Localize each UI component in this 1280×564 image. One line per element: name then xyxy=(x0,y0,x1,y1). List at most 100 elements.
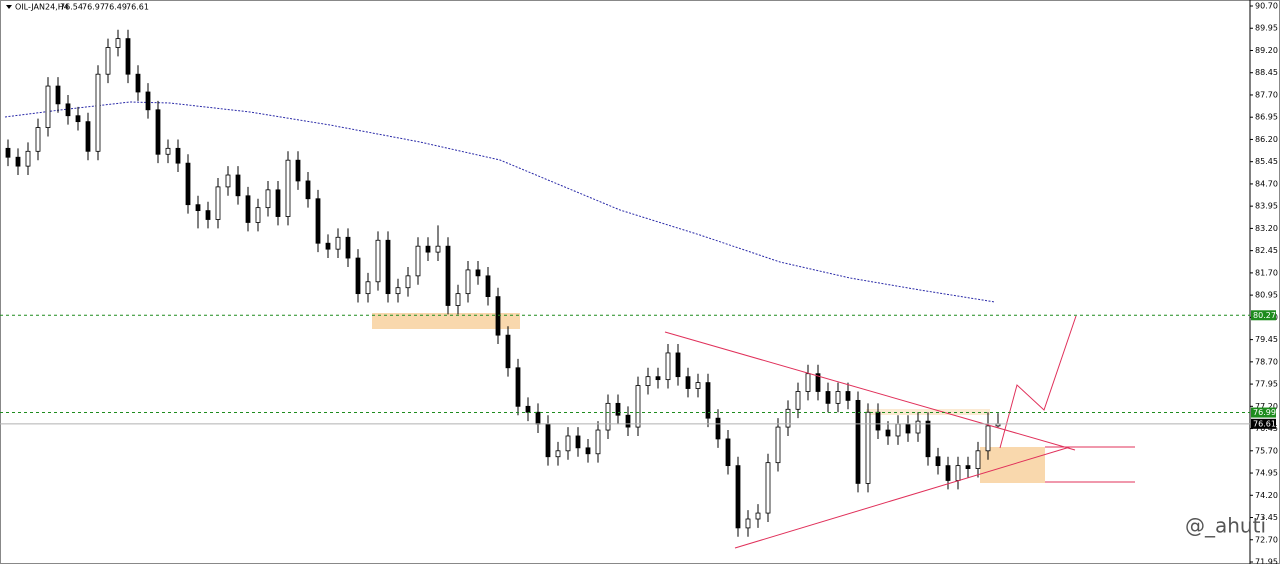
candle-body xyxy=(635,385,641,428)
candle-body xyxy=(875,411,881,431)
candle-body xyxy=(785,408,791,428)
candle-body xyxy=(165,147,171,155)
candle-body xyxy=(725,438,731,467)
candle-body xyxy=(455,293,461,306)
y-tick-label: 84.70 xyxy=(1255,179,1278,188)
candle-body xyxy=(145,91,151,111)
price-label-bg xyxy=(1251,310,1276,321)
candle-body xyxy=(475,269,481,277)
candle-body xyxy=(385,239,391,295)
candle-body xyxy=(755,512,761,520)
candle-body xyxy=(35,127,41,152)
candle-body xyxy=(895,423,901,437)
moving-average xyxy=(4,101,996,303)
candle-body xyxy=(735,465,741,529)
candle-body xyxy=(845,391,851,401)
candle-body xyxy=(935,456,941,467)
ohlc-high: 76.97 xyxy=(82,3,105,12)
y-tick-label: 78.70 xyxy=(1255,357,1278,366)
candle-body xyxy=(295,159,301,182)
ohlc-open: 76.54 xyxy=(60,3,83,12)
candle-body xyxy=(215,186,221,220)
zone xyxy=(372,313,520,329)
candle-body xyxy=(795,391,801,410)
zone xyxy=(866,409,990,415)
candle-body xyxy=(525,405,531,413)
candle-body xyxy=(225,174,231,188)
candle-body xyxy=(95,73,101,152)
candle-body xyxy=(405,275,411,289)
candle-body xyxy=(265,189,271,209)
candle-body xyxy=(565,435,571,452)
candle-body xyxy=(325,242,331,250)
candle-body xyxy=(745,518,751,529)
candle-body xyxy=(535,411,541,425)
candle-body xyxy=(675,352,681,378)
candle-body xyxy=(245,195,251,223)
candle-body xyxy=(515,367,521,407)
candle-body xyxy=(105,47,111,75)
candle-body xyxy=(345,236,351,259)
y-tick-label: 77.20 xyxy=(1255,402,1278,411)
candle-body xyxy=(285,159,291,217)
candle-body xyxy=(335,236,341,250)
y-tick-label: 88.45 xyxy=(1255,68,1278,77)
candle-body xyxy=(765,462,771,514)
candle-body xyxy=(115,38,121,48)
candle-body xyxy=(45,85,51,128)
candle-body xyxy=(695,382,701,389)
candle-body xyxy=(55,85,61,105)
ohlc-close: 76.61 xyxy=(126,3,149,12)
candle-body xyxy=(975,450,981,469)
candle-body xyxy=(125,38,131,75)
candle-body xyxy=(365,281,371,295)
candle-body xyxy=(65,103,71,117)
candle-body xyxy=(715,417,721,440)
candle-body xyxy=(915,420,921,434)
candle-body xyxy=(495,296,501,336)
y-tick-label: 87.70 xyxy=(1255,90,1278,99)
price-label: 80.27 xyxy=(1253,311,1276,320)
y-tick-label: 86.20 xyxy=(1255,135,1278,144)
candle-body xyxy=(945,465,951,481)
candle-body xyxy=(185,162,191,206)
y-tick-label: 73.45 xyxy=(1255,513,1278,522)
zone xyxy=(980,447,1045,483)
candle-body xyxy=(205,210,211,220)
y-tick-label: 90.70 xyxy=(1255,2,1278,11)
candle-body xyxy=(605,402,611,431)
candles xyxy=(5,29,1001,537)
candle-body xyxy=(255,207,261,223)
candle-body xyxy=(575,435,581,449)
candle-body xyxy=(625,414,631,428)
symbol: OIL-JAN24,H4 xyxy=(15,3,69,12)
candle-body xyxy=(505,334,511,369)
candle-body xyxy=(955,465,961,481)
y-tick-label: 86.95 xyxy=(1255,113,1278,122)
candle-body xyxy=(75,115,81,123)
candle-body xyxy=(195,204,201,212)
y-tick-label: 83.95 xyxy=(1255,202,1278,211)
candle-body xyxy=(435,245,441,253)
y-tick-label: 80.95 xyxy=(1255,291,1278,300)
candle-body xyxy=(545,423,551,458)
price-label: 76.61 xyxy=(1253,419,1276,428)
candle-body xyxy=(885,429,891,437)
price-label: 76.99 xyxy=(1253,408,1276,417)
trendline xyxy=(664,331,1076,451)
candle-body xyxy=(305,180,311,200)
y-tick-label: 79.45 xyxy=(1255,335,1278,344)
candle-body xyxy=(155,109,161,155)
candle-body xyxy=(905,423,911,434)
y-tick-label: 75.70 xyxy=(1255,446,1278,455)
candle-body xyxy=(925,420,931,458)
y-tick-label: 82.45 xyxy=(1255,246,1278,255)
candle-body xyxy=(425,245,431,253)
candle-body xyxy=(415,245,421,277)
drawings xyxy=(664,315,1135,549)
candle-body xyxy=(85,121,91,152)
candle-body xyxy=(775,426,781,464)
candle-body xyxy=(5,147,11,158)
candle-body xyxy=(555,450,561,458)
